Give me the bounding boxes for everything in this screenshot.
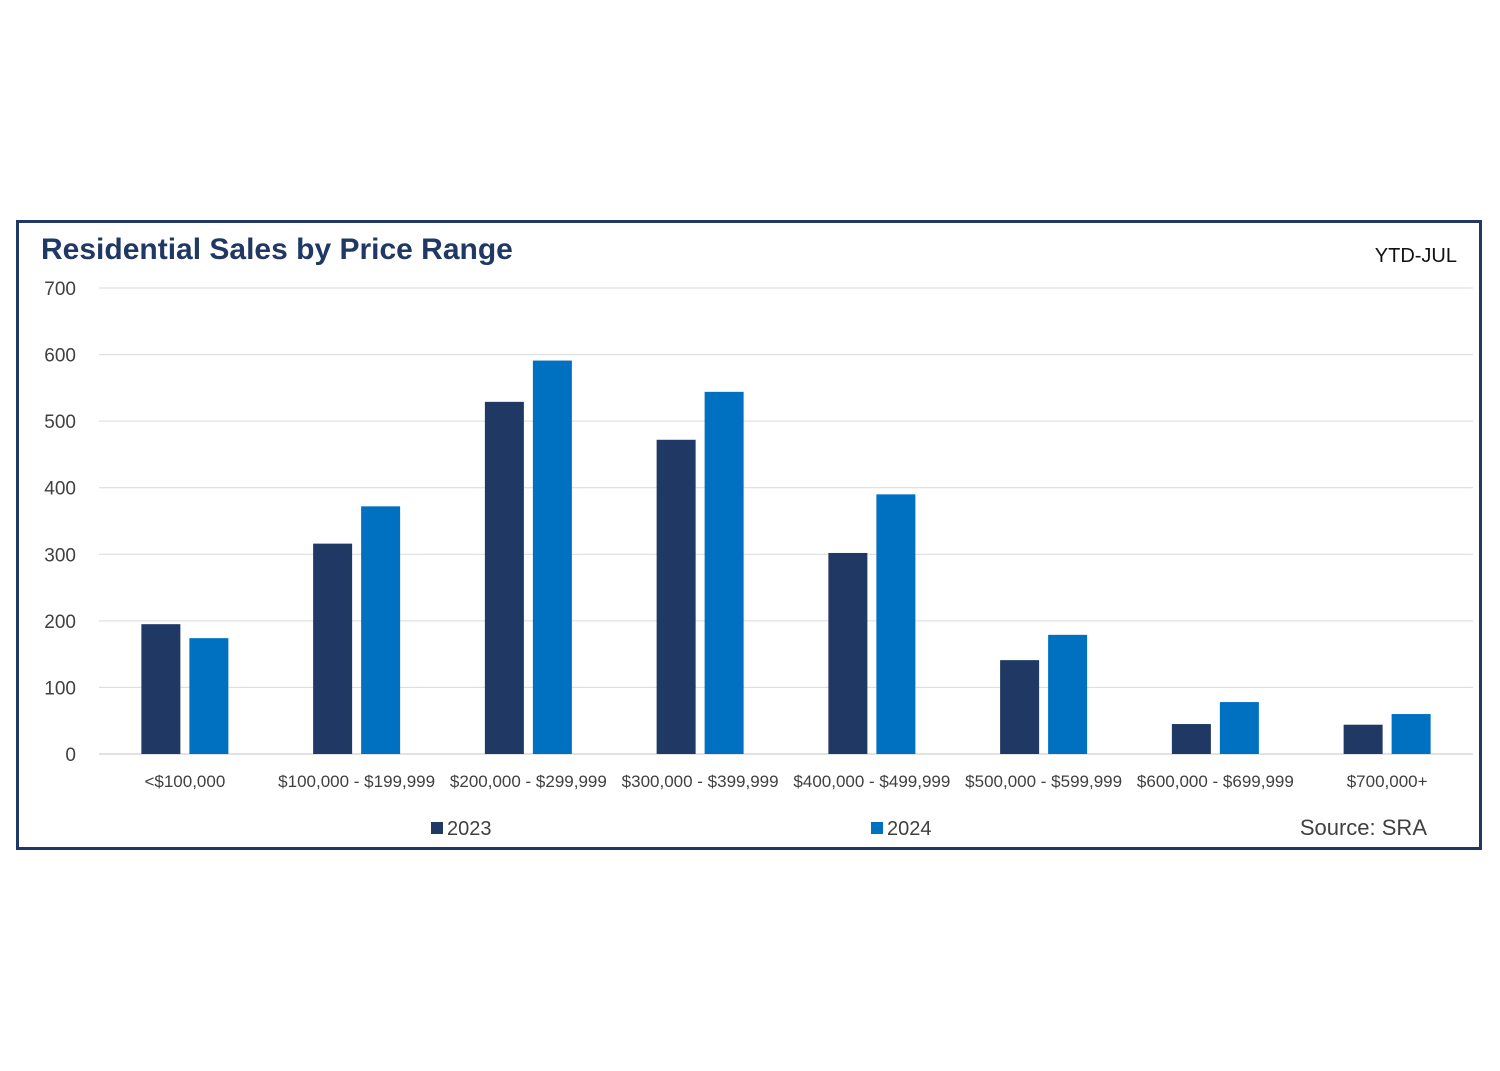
source-note: Source: SRA: [1299, 815, 1427, 840]
bar-2023-2: [484, 401, 524, 754]
legend-label-2023: 2023: [447, 818, 492, 840]
x-tick-label: $600,000 - $699,999: [1137, 772, 1294, 791]
y-tick-label: 600: [44, 346, 76, 367]
y-tick-label: 100: [44, 678, 76, 699]
y-tick-label: 400: [44, 479, 76, 500]
bar-2023-4: [828, 552, 868, 754]
legend-label-2024: 2024: [887, 818, 932, 840]
bar-2023-1: [313, 543, 353, 754]
x-tick-label: <$100,000: [144, 772, 225, 791]
bar-2024-6: [1219, 702, 1259, 754]
y-tick-label: 700: [44, 279, 76, 300]
bar-2023-7: [1343, 724, 1383, 754]
chart-title: Residential Sales by Price Range: [41, 233, 513, 266]
chart-frame: Residential Sales by Price Range YTD-JUL…: [16, 220, 1482, 850]
bar-2024-1: [361, 506, 401, 754]
y-tick-label: 200: [44, 612, 76, 633]
legend-swatch-2023: [431, 822, 443, 834]
bar-2024-5: [1048, 634, 1088, 754]
bar-2023-3: [656, 439, 696, 754]
bar-2024-0: [189, 638, 229, 754]
bar-2024-4: [876, 494, 916, 754]
x-tick-label: $500,000 - $599,999: [965, 772, 1122, 791]
bar-2024-3: [704, 391, 744, 754]
x-tick-label: $200,000 - $299,999: [450, 772, 607, 791]
y-tick-label: 0: [65, 745, 76, 766]
x-tick-label: $700,000+: [1347, 772, 1428, 791]
bar-2023-5: [1000, 660, 1040, 754]
y-tick-label: 300: [44, 545, 76, 566]
x-tick-label: $300,000 - $399,999: [622, 772, 779, 791]
bar-2023-0: [141, 624, 181, 754]
y-tick-label: 500: [44, 412, 76, 433]
x-tick-label: $400,000 - $499,999: [793, 772, 950, 791]
x-tick-label: $100,000 - $199,999: [278, 772, 435, 791]
bar-2024-2: [532, 360, 572, 754]
legend-swatch-2024: [871, 822, 883, 834]
bar-2024-7: [1391, 714, 1431, 754]
bar-2023-6: [1171, 724, 1211, 754]
chart-plot: 0 100 200 300 400 500 600 700 <$100,000 $100,000 …: [44, 279, 1473, 840]
period-label: YTD-JUL: [1374, 245, 1457, 267]
